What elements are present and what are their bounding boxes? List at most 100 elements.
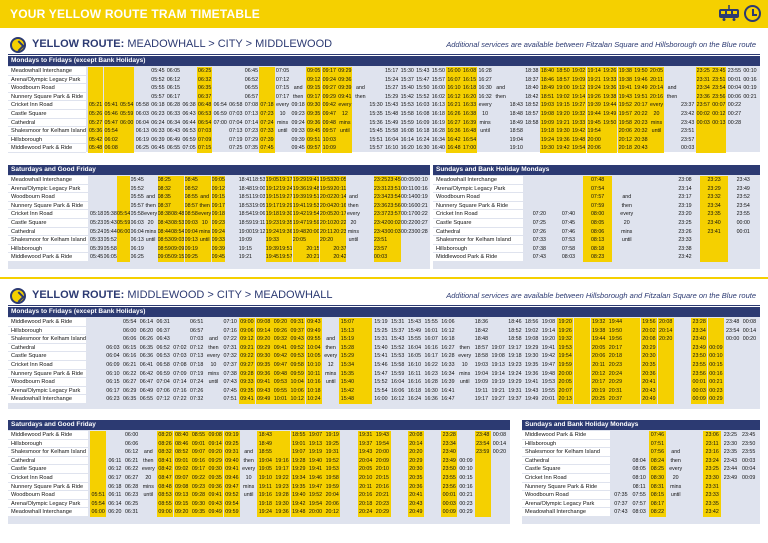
time-cell: 08:47 <box>156 474 174 483</box>
time-cell: 09:17 <box>321 67 337 76</box>
time-cell: 08:46 <box>173 439 190 449</box>
time-cell: 19:42 <box>541 353 556 360</box>
time-cell <box>213 84 228 93</box>
time-cell: 19:15 <box>265 193 279 202</box>
time-cell <box>612 457 630 466</box>
time-cell: 15:42 <box>339 386 356 396</box>
time-cell: 07:08 <box>173 362 187 368</box>
time-cell <box>259 67 275 76</box>
time-cell: 23:57 <box>387 210 401 219</box>
time-cell: 23:55 <box>742 449 756 456</box>
time-cell: 09:30 <box>190 499 207 509</box>
time-cell: 16:30 <box>478 85 492 92</box>
time-cell: 06:02 <box>103 135 119 145</box>
time-cell: 05:52 <box>151 76 165 83</box>
table-row: 07:59 then 23:19 23:34 23:54 <box>525 201 758 211</box>
time-cell: 20:18 <box>607 352 624 361</box>
time-cell: 23:55 <box>727 68 742 74</box>
time-cell: 09:55 <box>272 386 289 396</box>
time-cell: 07:35 <box>614 492 628 499</box>
time-cell: 07:51 <box>648 439 667 449</box>
time-cell: 06:15 <box>106 379 120 386</box>
time-cell: 06:00 <box>123 327 137 334</box>
time-cell <box>674 395 690 404</box>
time-cell: 07:09 <box>197 135 213 145</box>
time-cell <box>491 508 507 517</box>
time-cell: 19:58 <box>324 474 341 483</box>
time-cell: 19:36 <box>602 84 618 93</box>
stop-name: Cathedral <box>8 457 88 466</box>
time-cell: 18:41 <box>238 177 252 183</box>
time-cell: 19:53 <box>319 176 333 185</box>
time-cell <box>674 352 690 361</box>
time-cell: 07:06 <box>156 387 170 394</box>
time-cell: and <box>356 85 365 92</box>
time-cell: 18:55 <box>290 431 307 440</box>
time-cell: 00:19 <box>414 194 428 201</box>
stop-name: Castle Square <box>522 465 610 474</box>
time-cell: 16:03 <box>416 102 430 109</box>
time-cell <box>240 500 256 509</box>
time-cell: then <box>208 344 219 351</box>
time-cell: 00:23 <box>707 386 725 396</box>
time-cell <box>90 431 107 440</box>
time-cell: 19:45 <box>586 118 602 128</box>
time-cell <box>341 440 357 449</box>
time-cell: then <box>670 457 681 464</box>
time-cell: 06:55 <box>139 396 154 403</box>
time-cell: and <box>326 336 336 343</box>
time-cell <box>525 202 554 211</box>
route-note: Additional services are available betwee… <box>446 40 756 49</box>
time-cell <box>573 369 591 379</box>
time-cell: 09:33 <box>291 128 305 135</box>
table-row: 06:00 08:20 08:40 08:55 09:08 09:19 18:43 18:55… <box>90 431 508 440</box>
time-cell: 19:36 <box>273 508 291 517</box>
time-cell: 06:20 <box>139 327 154 334</box>
time-cell: 07:12 <box>190 344 204 351</box>
time-cell: 07:43 <box>532 254 546 261</box>
time-cell <box>665 110 680 119</box>
time-cell: 19:23 <box>273 482 291 492</box>
time-cell: 06:55 <box>244 85 259 92</box>
time-cell: 23:56 <box>711 92 727 102</box>
time-cell <box>356 335 373 344</box>
time-cell: 23:49 <box>736 185 750 192</box>
time-cell: 07:38 <box>223 370 237 377</box>
time-cell <box>391 474 407 483</box>
table-row: 05:23 05:43 05:59 06:03 20 08:43 08:53 09:03 10 0… <box>90 219 428 228</box>
table-row: 08:05 08:25 every 23:25 23:44 00:04 <box>612 465 758 474</box>
time-cell: 23:14 <box>678 185 692 192</box>
time-cell <box>573 318 591 327</box>
time-cell: 09:29 <box>337 67 353 76</box>
time-cell: 16:18 <box>441 336 455 343</box>
time-cell: 07:13 <box>229 128 243 135</box>
time-cell: 07:12 <box>275 76 290 83</box>
time-cell <box>90 474 107 483</box>
time-cell: 23:55 <box>441 474 458 483</box>
time-cell: 18:55 <box>257 448 274 457</box>
panel-title: Mondays to Fridays (except Bank Holidays… <box>8 56 760 66</box>
time-cell: until <box>670 492 681 499</box>
time-cell: 00:28 <box>727 119 742 126</box>
time-cell <box>387 253 401 262</box>
time-cell <box>291 76 306 85</box>
time-cell: 15:40 <box>400 85 414 92</box>
time-cell: 19:30 <box>273 499 291 509</box>
time-cell <box>319 244 333 254</box>
time-cell: 19:24 <box>257 508 274 517</box>
time-cell: 05:57 <box>130 202 144 209</box>
table-row: 05:55 and 08:35 08:55 and 09:15 18:51 19:03 19:1… <box>90 193 428 202</box>
time-cell: 09:35 <box>207 474 224 483</box>
table-row: 07:54 23:14 23:29 23:49 <box>525 184 758 194</box>
time-cell: 09:43 <box>207 499 224 509</box>
table-row: 06:04 06:16 06:36 06:53 07:03 07:13 every 07:32… <box>88 352 758 361</box>
time-cell <box>657 352 674 361</box>
time-cell: 20:18 <box>617 144 633 153</box>
time-cell: 19:49 <box>525 396 539 403</box>
time-cell: 09:55 <box>305 335 323 344</box>
time-cell: 00:14 <box>742 327 757 334</box>
time-cell: 15:37 <box>400 76 414 83</box>
time-cell: 07:43 <box>614 509 628 516</box>
time-cell <box>88 352 104 361</box>
stop-name: Middlewood Park & Ride <box>8 253 88 262</box>
